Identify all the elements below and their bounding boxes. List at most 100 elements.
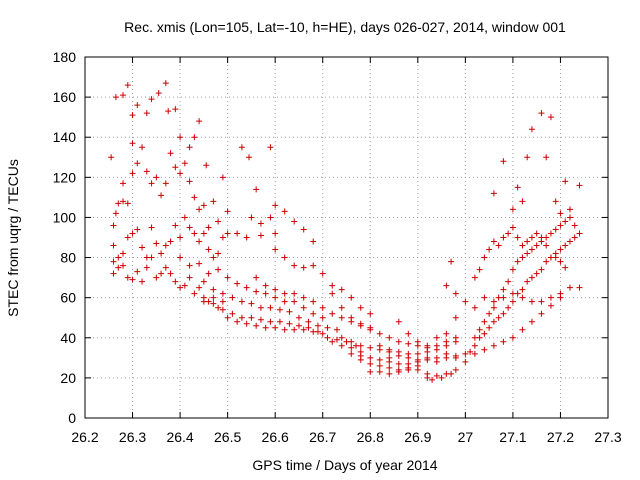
data-point xyxy=(281,326,288,333)
data-point xyxy=(112,210,119,217)
data-point xyxy=(165,108,172,115)
data-point xyxy=(562,178,569,185)
data-point xyxy=(167,270,174,277)
data-point xyxy=(272,230,279,237)
data-point xyxy=(338,286,345,293)
data-point xyxy=(305,324,312,331)
data-point xyxy=(557,258,564,265)
data-point xyxy=(253,186,260,193)
data-point xyxy=(238,314,245,321)
data-point xyxy=(547,294,554,301)
data-point xyxy=(191,134,198,141)
data-point xyxy=(405,364,412,371)
data-point xyxy=(562,242,569,249)
data-points xyxy=(108,80,583,383)
data-point xyxy=(414,362,421,369)
data-point xyxy=(386,370,393,377)
data-point xyxy=(253,288,260,295)
data-point xyxy=(324,334,331,341)
data-point xyxy=(224,230,231,237)
data-point xyxy=(329,290,336,297)
data-point xyxy=(433,334,440,341)
data-point xyxy=(124,200,131,207)
data-point xyxy=(291,290,298,297)
data-point xyxy=(210,294,217,301)
data-point xyxy=(471,274,478,281)
data-point xyxy=(172,278,179,285)
data-point xyxy=(200,230,207,237)
data-point xyxy=(538,234,545,241)
data-point xyxy=(338,304,345,311)
data-point xyxy=(272,246,279,253)
data-point xyxy=(333,326,340,333)
data-point xyxy=(257,304,264,311)
data-point xyxy=(486,324,493,331)
data-point xyxy=(181,214,188,221)
data-point xyxy=(528,274,535,281)
data-point xyxy=(205,246,212,253)
data-point xyxy=(205,270,212,277)
data-point xyxy=(571,234,578,241)
data-point xyxy=(224,274,231,281)
data-point xyxy=(181,160,188,167)
data-point xyxy=(471,342,478,349)
data-point xyxy=(528,298,535,305)
data-point xyxy=(158,250,165,257)
data-point xyxy=(405,354,412,361)
data-point xyxy=(276,306,283,313)
data-point xyxy=(357,356,364,363)
x-tick-label: 26.7 xyxy=(309,429,336,445)
data-point xyxy=(148,254,155,261)
data-point xyxy=(414,350,421,357)
x-tick-label: 26.3 xyxy=(119,429,146,445)
data-point xyxy=(210,198,217,205)
y-tick-label: 120 xyxy=(53,169,77,185)
data-point xyxy=(405,340,412,347)
x-tick-label: 26.8 xyxy=(357,429,384,445)
data-point xyxy=(167,238,174,245)
data-point xyxy=(319,314,326,321)
data-point xyxy=(395,352,402,359)
data-point xyxy=(196,260,203,267)
data-point xyxy=(124,274,131,281)
data-point xyxy=(357,320,364,327)
data-point xyxy=(139,244,146,251)
data-point xyxy=(557,210,564,217)
data-point xyxy=(514,258,521,265)
data-point xyxy=(543,258,550,265)
data-point xyxy=(495,294,502,301)
y-tick-label: 60 xyxy=(60,290,76,306)
data-point xyxy=(110,258,117,265)
data-point xyxy=(500,158,507,165)
data-point xyxy=(500,286,507,293)
data-point xyxy=(448,258,455,265)
data-point xyxy=(291,298,298,305)
data-point xyxy=(376,362,383,369)
data-point xyxy=(500,310,507,317)
y-tick-label: 100 xyxy=(53,209,77,225)
data-point xyxy=(357,342,364,349)
data-point xyxy=(129,170,136,177)
data-point xyxy=(414,356,421,363)
data-point xyxy=(514,290,521,297)
data-point xyxy=(452,354,459,361)
data-point xyxy=(452,366,459,373)
data-point xyxy=(433,358,440,365)
data-point xyxy=(172,222,179,229)
data-point xyxy=(234,318,241,325)
data-point xyxy=(224,314,231,321)
data-point xyxy=(143,168,150,175)
data-point xyxy=(286,308,293,315)
data-point xyxy=(424,354,431,361)
data-point xyxy=(205,224,212,231)
data-point xyxy=(495,242,502,249)
data-point xyxy=(310,262,317,269)
data-point xyxy=(300,326,307,333)
data-point xyxy=(262,324,269,331)
data-point xyxy=(338,314,345,321)
data-point xyxy=(566,214,573,221)
data-point xyxy=(386,354,393,361)
data-point xyxy=(490,304,497,311)
data-point xyxy=(267,318,274,325)
data-point xyxy=(134,102,141,109)
